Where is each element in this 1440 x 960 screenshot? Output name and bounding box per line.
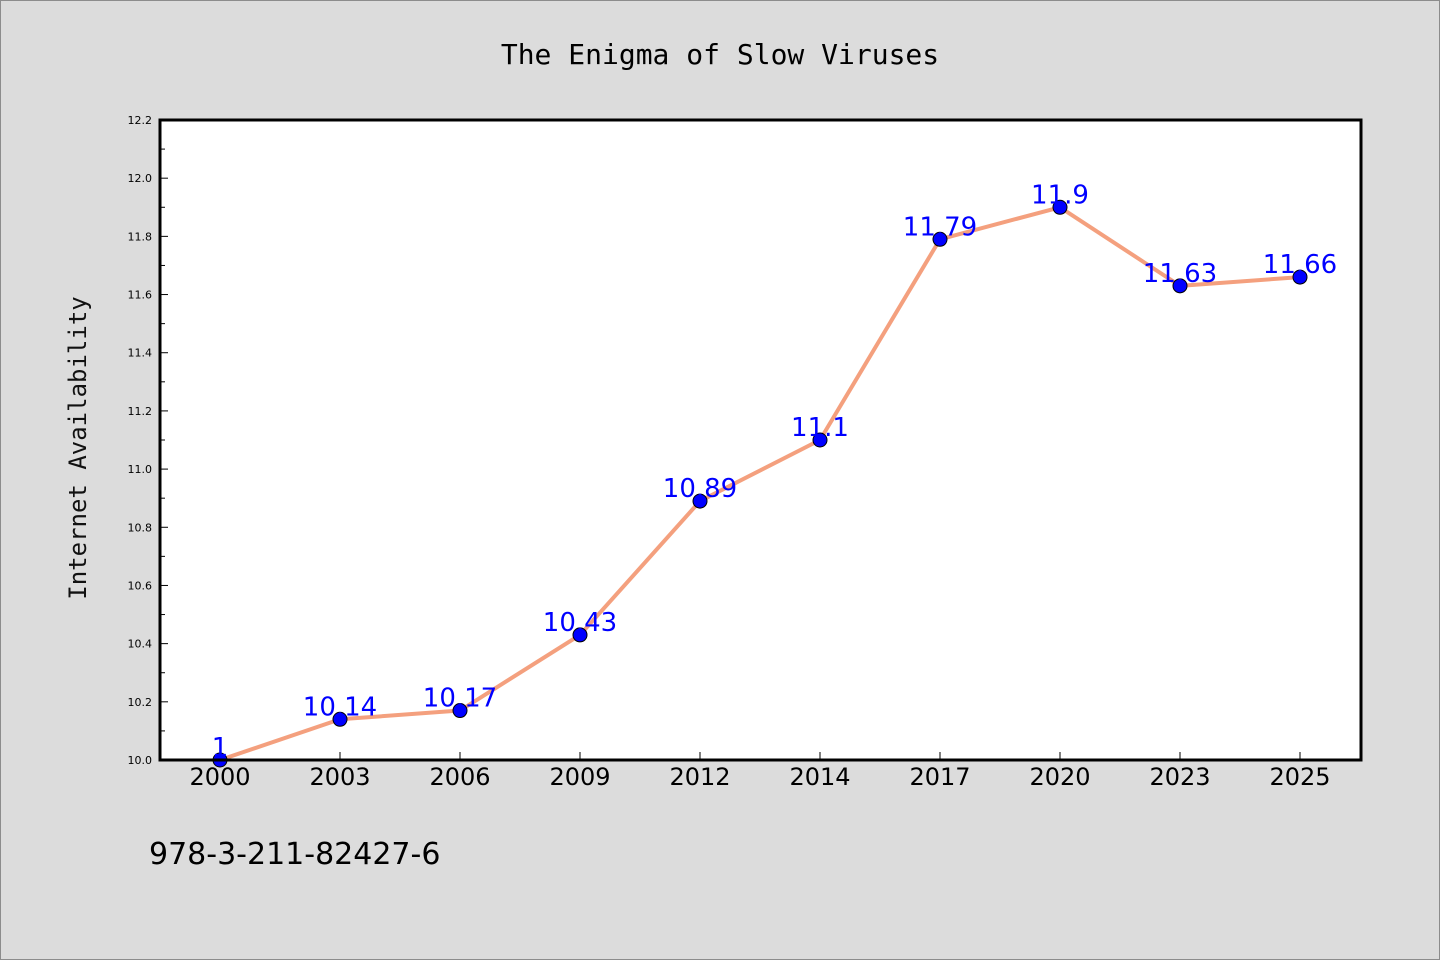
x-tick-label: 2020: [1029, 763, 1090, 791]
y-tick-label: 12.0: [128, 172, 153, 185]
x-tick-label: 2000: [189, 763, 250, 791]
y-tick-label: 11.8: [128, 230, 153, 243]
plot-frame: [158, 118, 1363, 762]
data-label: 1: [212, 733, 229, 763]
x-tick-label: 2025: [1269, 763, 1330, 791]
y-tick-label: 11.6: [128, 289, 153, 302]
x-tick-label: 2012: [669, 763, 730, 791]
chart-title: The Enigma of Slow Viruses: [501, 38, 939, 71]
data-labels: 1 10.14 10.17 10.43 10.89 11.1 11.79 11.9 11.63 1…: [212, 180, 1337, 763]
data-label: 10.89: [663, 474, 737, 504]
data-point: [1292, 269, 1308, 285]
y-tick-label: 10.2: [128, 696, 153, 709]
y-tick-label: 10.8: [128, 521, 153, 534]
plot-area: [160, 120, 1361, 760]
x-tick-label: 2006: [429, 763, 490, 791]
y-tick-label: 11.0: [128, 463, 153, 476]
x-tick-label: 2003: [309, 763, 370, 791]
y-tick-label: 10.0: [128, 754, 153, 767]
y-axis-ticks: 10.0 10.2 10.4 10.6 10.8 11.0 11.2 11.4 11.6 11.8…: [128, 114, 168, 767]
data-label: 10.14: [303, 692, 377, 722]
data-label: 10.17: [423, 684, 497, 714]
data-point: [332, 711, 348, 727]
x-tick-label: 2009: [549, 763, 610, 791]
y-tick-label: 12.2: [128, 114, 153, 127]
y-tick-label: 10.4: [128, 638, 153, 651]
y-tick-label: 11.2: [128, 405, 153, 418]
data-point: [812, 432, 828, 448]
x-tick-label: 2014: [789, 763, 850, 791]
data-label: 11.63: [1143, 259, 1217, 289]
data-point: [452, 703, 468, 719]
data-label: 11.9: [1031, 180, 1089, 210]
x-axis-ticks: 2000 2003 2006 2009 2012 2014 2017 2020 2023 2025: [189, 752, 1331, 791]
data-label: 10.43: [543, 608, 617, 638]
isbn-code: 978-3-211-82427-6: [149, 837, 440, 872]
data-point: [932, 231, 948, 247]
data-point: [692, 493, 708, 509]
data-point: [572, 627, 588, 643]
y-tick-label: 10.6: [128, 579, 153, 592]
data-label: 11.1: [791, 413, 849, 443]
data-label: 11.66: [1263, 250, 1337, 280]
x-tick-label: 2023: [1149, 763, 1210, 791]
y-axis-label: Internet Availability: [64, 296, 92, 599]
x-tick-label: 2017: [909, 763, 970, 791]
data-label: 11.79: [903, 212, 977, 242]
data-point: [1052, 199, 1068, 215]
data-point: [1172, 278, 1188, 294]
y-tick-label: 11.4: [128, 347, 153, 360]
series-line: [218, 205, 1302, 762]
